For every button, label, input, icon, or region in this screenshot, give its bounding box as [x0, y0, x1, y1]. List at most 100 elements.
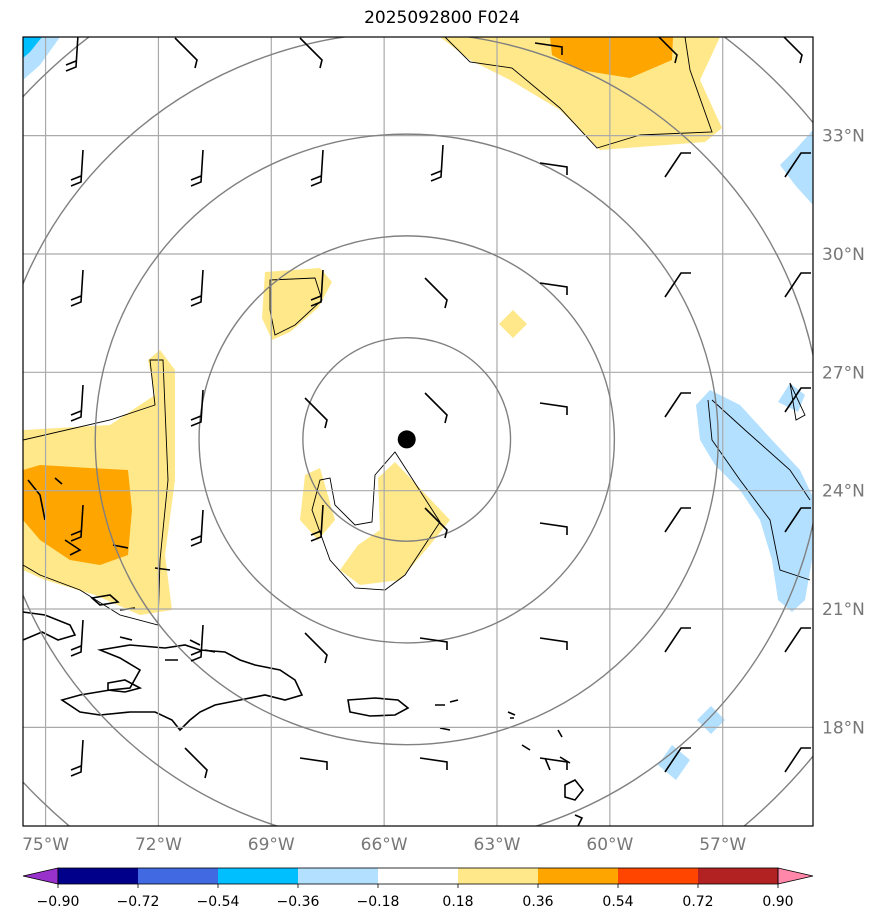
wind-barb [424, 392, 448, 424]
shade-orange-north [550, 37, 673, 78]
wind-barb [430, 144, 444, 182]
wind-barb-stroke [419, 637, 448, 650]
wind-barb [190, 509, 204, 547]
wind-barb-stroke [784, 152, 811, 178]
shade-negative-nw-corner-deep [23, 37, 42, 58]
wind-barb [190, 269, 204, 307]
wind-barb [784, 152, 811, 178]
wind-barb-stroke [539, 522, 568, 535]
coast-small-5 [119, 636, 133, 641]
latitude-label: 33°N [822, 127, 865, 147]
coast-jamaica [107, 679, 143, 693]
range-ring [198, 235, 616, 644]
coast-turks [165, 639, 216, 661]
wind-barb-stroke [310, 269, 324, 307]
shade-negative-ne [780, 130, 813, 205]
coast-guadeloupe [564, 778, 585, 801]
storm-center-marker [397, 430, 416, 449]
wind-barb [419, 757, 448, 770]
latitude-labels: 18°N 21°N 24°N 27°N 30°N 33°N [822, 127, 865, 739]
wind-barb-stroke [419, 757, 448, 770]
colorbar-label: 0.54 [602, 894, 633, 910]
wind-barb [310, 504, 324, 542]
wind-barb-stroke [190, 149, 204, 187]
wind-barb [782, 37, 803, 64]
wind-barb-stroke [184, 747, 208, 779]
colorbar-segment [58, 868, 138, 884]
wind-barb-stroke [304, 632, 328, 664]
contour-north [444, 37, 713, 149]
latitude-label: 21°N [822, 600, 865, 620]
colorbar-segment [618, 868, 698, 884]
colorbar-label: 0.18 [442, 894, 473, 910]
colorbar: −0.90 −0.72 −0.54 −0.36 −0.18 0.18 0.36 0.54 0.7… [22, 867, 814, 910]
wind-barb-stroke [174, 37, 198, 69]
wind-barb-stroke [539, 757, 568, 770]
wind-barb-stroke [664, 272, 691, 298]
range-ring [302, 336, 512, 542]
wind-barb [539, 757, 568, 770]
latitude-label: 24°N [822, 482, 865, 502]
wind-barb-stroke [65, 37, 79, 72]
wind-barb [784, 387, 811, 413]
colorbar-frame [57, 867, 779, 885]
coast-small-1 [90, 594, 120, 606]
coast-lesser-2 [521, 729, 571, 771]
wind-barb-stroke [70, 504, 84, 542]
wind-barb [539, 162, 568, 175]
wind-barb [664, 627, 691, 653]
wind-barb-stroke [424, 392, 448, 424]
wind-barb-stroke [784, 507, 811, 533]
contour-east [711, 399, 811, 501]
colorbar-segment [538, 868, 618, 884]
shade-positive-center-west [300, 468, 335, 540]
wind-barb-stroke [664, 747, 691, 773]
wind-barb-stroke [70, 269, 84, 307]
wind-barb-stroke [70, 149, 84, 187]
colorbar-segment [218, 868, 298, 884]
wind-barb [70, 619, 84, 657]
colorbar-segment [138, 868, 218, 884]
latitude-label: 27°N [822, 363, 865, 383]
map-frame [22, 36, 814, 827]
wind-barb-stroke [304, 397, 328, 429]
wind-barb-stroke [784, 627, 811, 653]
wind-barb-stroke [782, 37, 803, 64]
shade-negative-east [696, 390, 812, 612]
wind-barb [310, 149, 324, 187]
wind-barb [784, 507, 811, 533]
latitude-label: 18°N [822, 718, 865, 738]
coast-hispaniola [60, 644, 304, 732]
longitude-label: 66°W [361, 835, 408, 855]
contour-east-2 [707, 399, 811, 581]
colorbar-segment [298, 868, 378, 884]
wind-barb [539, 522, 568, 535]
wind-barb [664, 507, 691, 533]
wind-barb-stroke [664, 392, 691, 418]
wind-barb-stroke [664, 152, 691, 178]
wind-barb [664, 152, 691, 178]
wind-barb [190, 624, 204, 662]
shade-positive-dot [499, 310, 527, 338]
wind-barb-stroke [424, 507, 448, 539]
wind-barb-stroke [190, 509, 204, 547]
longitude-label: 72°W [135, 835, 182, 855]
wind-barb-stroke [539, 402, 568, 415]
coast-lesser-1 [507, 711, 516, 719]
wind-barb-stroke [310, 149, 324, 187]
latitude-label: 30°N [822, 245, 865, 265]
longitude-label: 63°W [474, 835, 521, 855]
wind-barb [70, 384, 84, 422]
contour-lines [23, 37, 811, 626]
wind-barb [304, 397, 328, 429]
colorbar-label: 0.36 [522, 894, 553, 910]
wind-barb [65, 37, 79, 72]
wind-barb-stroke [664, 627, 691, 653]
range-ring [94, 133, 719, 746]
wind-barb-stroke [299, 37, 323, 69]
colorbar-label: −0.90 [37, 894, 80, 910]
wind-barb [70, 269, 84, 307]
